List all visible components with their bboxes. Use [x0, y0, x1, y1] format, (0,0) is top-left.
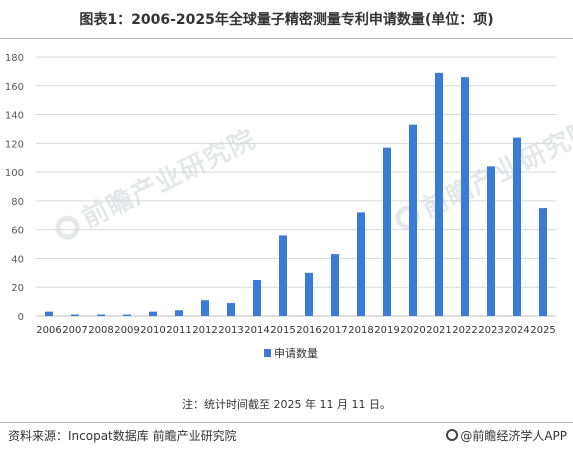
x-tick-label: 2012	[192, 325, 217, 336]
y-axis-ticks: 0 20 40 60 80 100 120 140 160 180	[5, 53, 24, 323]
source-text: 资料来源：Incopat数据库 前瞻产业研究院	[8, 429, 237, 443]
bar	[123, 314, 131, 316]
bars	[45, 72, 547, 316]
chart-title: 图表1：2006-2025年全球量子精密测量专利申请数量(单位：项)	[79, 12, 494, 28]
bar	[45, 311, 53, 316]
grid-lines	[36, 56, 556, 317]
y-tick-label: 120	[5, 139, 24, 150]
bottom-divider	[0, 422, 573, 423]
bar	[97, 314, 105, 316]
x-tick-label: 2010	[140, 325, 165, 336]
bar	[383, 147, 391, 316]
bar	[149, 311, 157, 316]
y-tick-label: 160	[5, 82, 24, 93]
bar	[305, 272, 313, 316]
footnote: 注：统计时间截至 2025 年 11 月 11 日。	[182, 398, 391, 411]
y-tick-label: 40	[11, 254, 24, 265]
bar	[227, 303, 235, 316]
x-tick-label: 2020	[400, 325, 425, 336]
x-tick-label: 2014	[244, 325, 269, 336]
x-tick-label: 2024	[504, 325, 529, 336]
x-tick-label: 2017	[322, 325, 347, 336]
bar	[201, 300, 209, 316]
bar	[539, 208, 547, 316]
x-tick-label: 2022	[452, 325, 477, 336]
x-tick-label: 2008	[88, 325, 113, 336]
legend-swatch	[264, 349, 271, 357]
bar	[435, 72, 443, 316]
legend-label: 申请数量	[274, 347, 318, 360]
x-tick-label: 2015	[270, 325, 295, 336]
x-tick-label: 2007	[62, 325, 87, 336]
x-tick-label: 2019	[374, 325, 399, 336]
y-tick-label: 180	[5, 53, 24, 64]
bar	[71, 314, 79, 316]
x-tick-label: 2011	[166, 325, 191, 336]
x-tick-label: 2018	[348, 325, 373, 336]
x-axis-ticks: 2006 2007 2008 2009 2010 2011 2012 2013 2014 2015…	[36, 325, 555, 336]
bar	[175, 310, 183, 316]
bar	[253, 280, 261, 316]
brand-label: @前瞻经济学人APP	[446, 424, 567, 448]
bar	[487, 166, 495, 316]
x-tick-label: 2023	[478, 325, 503, 336]
bar	[279, 235, 287, 316]
x-tick-label: 2016	[296, 325, 321, 336]
x-tick-label: 2021	[426, 325, 451, 336]
y-tick-label: 0	[18, 312, 24, 323]
y-tick-label: 60	[11, 226, 24, 237]
brand-text: @前瞻经济学人APP	[460, 429, 567, 443]
x-tick-label: 2009	[114, 325, 139, 336]
x-tick-label: 2006	[36, 325, 61, 336]
bar	[409, 124, 417, 316]
y-tick-label: 100	[5, 168, 24, 179]
y-tick-label: 140	[5, 111, 24, 122]
bar	[461, 77, 469, 316]
bar	[513, 137, 521, 316]
x-tick-label: 2013	[218, 325, 243, 336]
brand-logo-icon	[446, 429, 459, 441]
bar	[357, 212, 365, 316]
top-divider	[0, 38, 573, 39]
x-tick-label: 2025	[530, 325, 555, 336]
footer: 资料来源：Incopat数据库 前瞻产业研究院 @前瞻经济学人APP	[0, 424, 573, 448]
legend: 申请数量	[264, 347, 318, 360]
bar-chart: 0 20 40 60 80 100 120 140 160 180 2006 2007 2008 200…	[5, 53, 556, 360]
y-tick-label: 80	[11, 197, 24, 208]
bar	[331, 254, 339, 316]
y-tick-label: 20	[11, 283, 24, 294]
